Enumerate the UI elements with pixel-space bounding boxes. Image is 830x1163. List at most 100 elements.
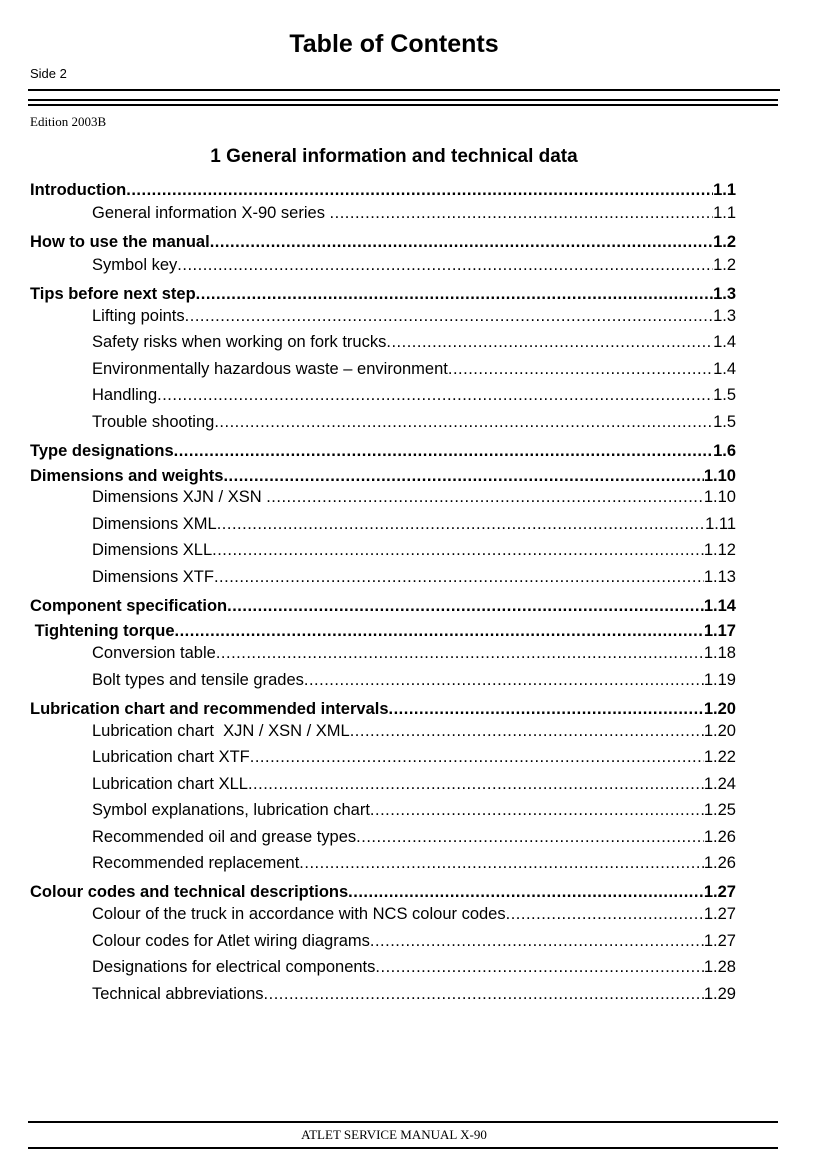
toc-entry[interactable]: Lubrication chart and recommended interv… bbox=[30, 699, 736, 719]
toc-entry-page: 1.12 bbox=[703, 541, 736, 559]
toc-entry-label: Introduction bbox=[30, 181, 127, 199]
toc-entry-page: 1.18 bbox=[703, 644, 736, 662]
leader-dots bbox=[330, 203, 714, 223]
leader-dots bbox=[157, 385, 713, 405]
toc-entry[interactable]: Recommended oil and grease types 1.26 bbox=[92, 827, 736, 847]
toc-entry-label: Conversion table bbox=[92, 644, 216, 662]
toc-entry[interactable]: Type designations 1.6 bbox=[30, 441, 736, 461]
toc-entry[interactable]: Lifting points 1.3 bbox=[92, 306, 736, 326]
toc-entry-label: Recommended replacement bbox=[92, 854, 300, 872]
leader-dots bbox=[299, 853, 704, 873]
leader-dots bbox=[389, 699, 704, 719]
leader-dots bbox=[223, 466, 703, 486]
toc-entry[interactable]: How to use the manual 1.2 bbox=[30, 232, 736, 252]
toc-entry[interactable]: Tips before next step 1.3 bbox=[30, 284, 736, 304]
toc-entry[interactable]: Dimensions and weights 1.10 bbox=[30, 466, 736, 486]
toc-entry-page: 1.19 bbox=[703, 671, 736, 689]
leader-dots bbox=[212, 540, 704, 560]
toc-entry-label: Component specification bbox=[30, 597, 228, 615]
toc-entry-page: 1.3 bbox=[713, 307, 736, 325]
toc-entry-page: 1.26 bbox=[703, 854, 736, 872]
toc-entry-label: Safety risks when working on fork trucks bbox=[92, 333, 387, 351]
toc-entry[interactable]: Conversion table 1.18 bbox=[92, 643, 736, 663]
toc-entry-page: 1.2 bbox=[713, 256, 736, 274]
section-title: 1 General information and technical data bbox=[210, 146, 578, 167]
toc-entry-page: 1.6 bbox=[713, 442, 736, 460]
leader-dots bbox=[214, 412, 713, 432]
leader-dots bbox=[216, 643, 704, 663]
leader-dots bbox=[175, 621, 704, 641]
toc-entry-page: 1.17 bbox=[703, 622, 736, 640]
side-number: Side 2 bbox=[30, 66, 67, 81]
toc-entry[interactable]: Colour codes and technical descriptions 1… bbox=[30, 882, 736, 902]
toc-entry-label: Symbol explanations, lubrication chart bbox=[92, 801, 370, 819]
toc-entry-page: 1.1 bbox=[713, 204, 736, 222]
toc-entry[interactable]: Symbol key 1.2 bbox=[92, 255, 736, 275]
leader-dots bbox=[217, 514, 705, 534]
toc-entry[interactable]: Designations for electrical components 1.… bbox=[92, 957, 736, 977]
toc-entry-label: Lubrication chart XJN / XSN / XML bbox=[92, 722, 350, 740]
toc-entry[interactable]: Component specification 1.14 bbox=[30, 596, 736, 616]
toc-entry-label: Symbol key bbox=[92, 256, 178, 274]
toc-entry-page: 1.27 bbox=[703, 932, 736, 950]
page-title: Table of Contents bbox=[289, 30, 499, 58]
toc-entry-label: Designations for electrical components bbox=[92, 958, 376, 976]
toc-entry-page: 1.5 bbox=[713, 413, 736, 431]
header-rule bbox=[28, 89, 780, 91]
toc-entry[interactable]: Colour of the truck in accordance with N… bbox=[92, 904, 736, 924]
toc-entry-label: Colour of the truck in accordance with N… bbox=[92, 905, 506, 923]
toc-entry-page: 1.10 bbox=[703, 488, 736, 506]
toc-entry[interactable]: Dimensions XJN / XSN 1.10 bbox=[92, 487, 736, 507]
header-rule bbox=[28, 99, 778, 101]
footer-rule bbox=[28, 1147, 778, 1149]
leader-dots bbox=[250, 747, 704, 767]
toc-entry[interactable]: Handling 1.5 bbox=[92, 385, 736, 405]
toc-entry[interactable]: Dimensions XTF 1.13 bbox=[92, 567, 736, 587]
toc-entry-label: Lubrication chart and recommended interv… bbox=[30, 700, 389, 718]
toc-entry-label: Environmentally hazardous waste – enviro… bbox=[92, 360, 448, 378]
toc-entry[interactable]: Environmentally hazardous waste – enviro… bbox=[92, 359, 736, 379]
toc-entry[interactable]: Safety risks when working on fork trucks… bbox=[92, 332, 736, 352]
toc-entry-page: 1.2 bbox=[713, 233, 736, 251]
toc-entry-page: 1.10 bbox=[703, 467, 736, 485]
toc-entry-label: Dimensions XML bbox=[92, 515, 217, 533]
leader-dots bbox=[196, 284, 713, 304]
toc-entry[interactable]: Trouble shooting 1.5 bbox=[92, 412, 736, 432]
leader-dots bbox=[375, 957, 703, 977]
toc-entry-page: 1.5 bbox=[713, 386, 736, 404]
toc-entry[interactable]: General information X-90 series 1.1 bbox=[92, 203, 736, 223]
leader-dots bbox=[126, 180, 713, 200]
toc-entry-label: Type designations bbox=[30, 442, 174, 460]
toc-entry-label: Trouble shooting bbox=[92, 413, 215, 431]
leader-dots bbox=[248, 774, 704, 794]
toc-entry-page: 1.22 bbox=[703, 748, 736, 766]
leader-dots bbox=[210, 232, 713, 252]
toc-entry[interactable]: Dimensions XML 1.11 bbox=[92, 514, 736, 534]
toc-entry[interactable]: Dimensions XLL 1.12 bbox=[92, 540, 736, 560]
leader-dots bbox=[348, 882, 704, 902]
leader-dots bbox=[185, 306, 713, 326]
toc-entry[interactable]: Bolt types and tensile grades 1.19 bbox=[92, 670, 736, 690]
toc-entry-page: 1.4 bbox=[713, 360, 736, 378]
toc-entry[interactable]: Introduction 1.1 bbox=[30, 180, 736, 200]
leader-dots bbox=[386, 332, 713, 352]
toc-entry[interactable]: Symbol explanations, lubrication chart 1.… bbox=[92, 800, 736, 820]
toc-entry-label: Colour codes and technical descriptions bbox=[30, 883, 349, 901]
toc-entry[interactable]: Recommended replacement 1.26 bbox=[92, 853, 736, 873]
leader-dots bbox=[177, 255, 713, 275]
footer-rule bbox=[28, 1121, 778, 1123]
toc-entry[interactable]: Colour codes for Atlet wiring diagrams 1.… bbox=[92, 931, 736, 951]
toc-entry[interactable]: Lubrication chart XLL 1.24 bbox=[92, 774, 736, 794]
toc-entry[interactable]: Lubrication chart XTF 1.22 bbox=[92, 747, 736, 767]
toc-entry-label: How to use the manual bbox=[30, 233, 210, 251]
leader-dots bbox=[264, 984, 704, 1004]
toc-entry[interactable]: Technical abbreviations 1.29 bbox=[92, 984, 736, 1004]
toc-entry[interactable]: Lubrication chart XJN / XSN / XML 1.20 bbox=[92, 721, 736, 741]
toc-entry-page: 1.20 bbox=[703, 722, 736, 740]
leader-dots bbox=[506, 904, 704, 924]
toc-entry[interactable]: Tightening torque 1.17 bbox=[30, 621, 736, 641]
leader-dots bbox=[370, 800, 704, 820]
toc-entry-label: Bolt types and tensile grades bbox=[92, 671, 304, 689]
toc-entry-page: 1.4 bbox=[713, 333, 736, 351]
footer-text: ATLET SERVICE MANUAL X-90 bbox=[301, 1127, 487, 1142]
